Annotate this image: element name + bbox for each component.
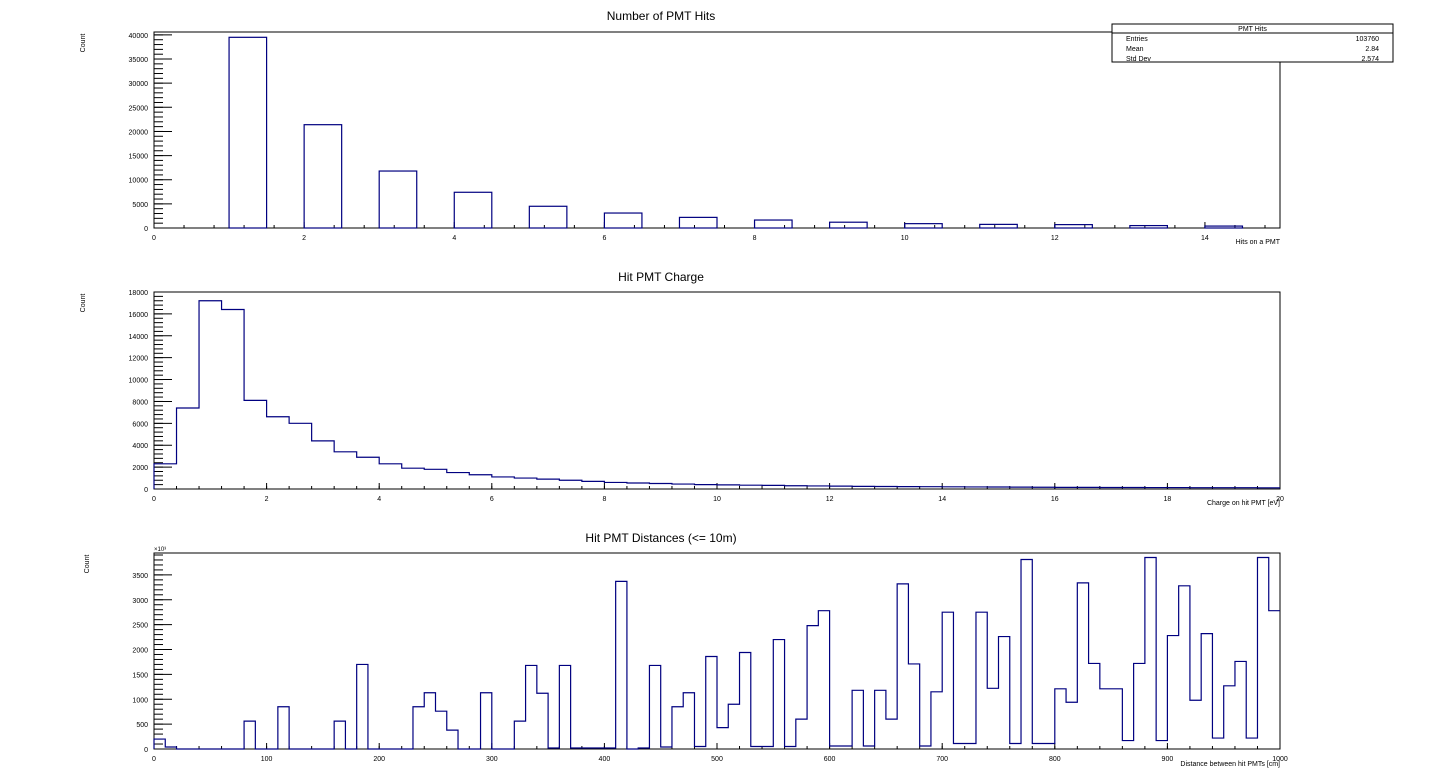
histogram-bar <box>1054 224 1093 229</box>
x-tick-label: 20 <box>1276 496 1284 503</box>
histogram-bar <box>678 216 718 229</box>
stats-value: 2.84 <box>1365 46 1379 53</box>
x-tick-label: 2 <box>302 235 306 242</box>
y-tick-label: 3000 <box>132 598 148 605</box>
y-tick-label: 0 <box>144 747 148 754</box>
y-tick-label: 2500 <box>132 623 148 630</box>
x-tick-label: 4 <box>377 496 381 503</box>
stats-box <box>1111 23 1394 63</box>
x-tick-label: 300 <box>486 756 498 763</box>
histogram-bar <box>453 191 493 229</box>
x-tick-label: 14 <box>938 496 946 503</box>
x-tick-label: 500 <box>711 756 723 763</box>
x-tick-label: 18 <box>1164 496 1172 503</box>
x-axis-label: Hits on a PMT <box>1236 239 1281 246</box>
x-tick-label: 2 <box>265 496 269 503</box>
x-axis-label: Distance between hit PMTs [cm] <box>1180 761 1280 768</box>
x-tick-label: 8 <box>602 496 606 503</box>
histogram-bar <box>378 170 418 229</box>
x-tick-label: 4 <box>452 235 456 242</box>
y-tick-label: 12000 <box>129 356 149 363</box>
x-tick-label: 12 <box>1051 235 1059 242</box>
y-tick-label: 8000 <box>132 399 148 406</box>
y-axis-label: Count <box>80 294 87 313</box>
histogram-bar <box>228 36 268 229</box>
histogram-bar <box>904 223 943 229</box>
histogram-bar <box>828 221 868 229</box>
x-tick-label: 100 <box>261 756 273 763</box>
plot-frame <box>153 31 1281 229</box>
stats-title: PMT Hits <box>1238 26 1267 33</box>
x-tick-label: 8 <box>753 235 757 242</box>
y-tick-label: 0 <box>144 487 148 494</box>
y-axis-label: Count <box>80 34 87 53</box>
x-tick-label: 12 <box>826 496 834 503</box>
stats-value: 103760 <box>1356 36 1379 43</box>
histogram-bar <box>528 205 568 229</box>
x-tick-label: 16 <box>1051 496 1059 503</box>
histogram-bar <box>753 219 793 229</box>
y-tick-label: 2000 <box>132 465 148 472</box>
y-tick-label: 16000 <box>129 312 149 319</box>
y-tick-label: 30000 <box>129 81 149 88</box>
x-tick-label: 900 <box>1162 756 1174 763</box>
histogram-bar <box>1129 224 1169 229</box>
x-tick-label: 400 <box>599 756 611 763</box>
histogram-bar <box>1204 225 1244 229</box>
y-tick-label: 15000 <box>129 154 149 161</box>
x-tick-label: 6 <box>490 496 494 503</box>
x-tick-label: 10 <box>901 235 909 242</box>
x-tick-label: 6 <box>602 235 606 242</box>
y-axis-label: Count <box>84 555 91 574</box>
y-tick-label: 1000 <box>132 697 148 704</box>
y-tick-label: 5000 <box>132 202 148 209</box>
chart-panel-1: Number of PMT Hits Hits on a PMT Count 0 2 4 6… <box>80 9 1394 246</box>
histogram-step-line <box>153 556 1280 750</box>
y-tick-label: 14000 <box>129 334 149 341</box>
y-tick-label: 4000 <box>132 443 148 450</box>
y-scale-label: ×10³ <box>154 547 166 553</box>
x-tick-label: 0 <box>152 496 156 503</box>
y-tick-label: 6000 <box>132 421 148 428</box>
y-tick-label: 40000 <box>129 33 149 40</box>
chart-title: Number of PMT Hits <box>607 9 715 23</box>
x-tick-label: 0 <box>152 756 156 763</box>
chart-title: Hit PMT Charge <box>618 270 704 284</box>
stats-label: Std Dev <box>1126 56 1151 63</box>
y-tick-label: 18000 <box>129 290 149 297</box>
y-tick-label: 35000 <box>129 57 149 64</box>
x-tick-label: 200 <box>373 756 385 763</box>
y-tick-label: 2000 <box>132 648 148 655</box>
histogram-bar <box>979 223 1018 229</box>
histogram-step-line <box>153 300 1280 489</box>
x-axis-label: Charge on hit PMT [eV] <box>1207 500 1280 507</box>
histogram-bar <box>303 124 343 229</box>
stats-label: Entries <box>1126 36 1148 43</box>
x-tick-label: 1000 <box>1272 756 1288 763</box>
y-tick-label: 25000 <box>129 105 149 112</box>
x-tick-label: 10 <box>713 496 721 503</box>
x-tick-label: 0 <box>152 235 156 242</box>
plot-frame <box>153 291 1281 490</box>
stats-value: 2.574 <box>1361 56 1379 63</box>
histogram-bar <box>603 212 643 229</box>
y-tick-label: 0 <box>144 226 148 233</box>
stats-label: Mean <box>1126 46 1144 53</box>
chart-panel-2: Hit PMT Charge Charge on hit PMT [eV] Coun… <box>80 270 1284 507</box>
x-tick-label: 14 <box>1201 235 1209 242</box>
chart-panel-3: Hit PMT Distances (<= 10m) Distance betwe… <box>84 531 1288 768</box>
chart-title: Hit PMT Distances (<= 10m) <box>585 531 736 545</box>
y-tick-label: 20000 <box>129 129 149 136</box>
y-tick-label: 3500 <box>132 573 148 580</box>
x-tick-label: 800 <box>1049 756 1061 763</box>
y-tick-label: 1500 <box>132 672 148 679</box>
y-tick-label: 10000 <box>129 178 149 185</box>
x-tick-label: 700 <box>936 756 948 763</box>
y-tick-label: 10000 <box>129 378 149 385</box>
x-tick-label: 600 <box>824 756 836 763</box>
y-tick-label: 500 <box>136 722 148 729</box>
